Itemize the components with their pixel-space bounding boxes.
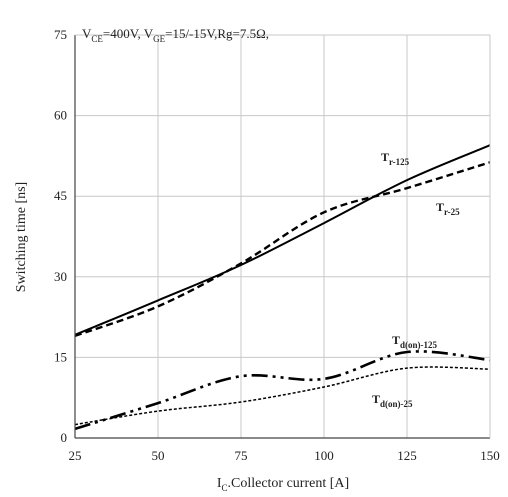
x-tick-label: 25 — [69, 448, 82, 463]
y-tick-label: 30 — [54, 269, 67, 284]
series-label-td-on-125: Td(on)-125 — [392, 333, 438, 350]
x-tick-label: 100 — [314, 448, 334, 463]
series-line-0 — [74, 144, 491, 336]
x-tick-label: 75 — [235, 448, 248, 463]
series-line-3 — [74, 366, 491, 426]
x-tick-label: 150 — [480, 448, 500, 463]
tick-labels: 25 50 75 100 125 150 0 15 30 45 60 75 — [54, 27, 500, 463]
series-label-tr-125: Tr-125 — [381, 150, 410, 167]
plot-frame — [74, 34, 491, 439]
x-tick-label: 50 — [152, 448, 165, 463]
series-lines — [74, 144, 491, 431]
y-tick-label: 75 — [54, 27, 67, 42]
test-conditions-annotation: VCE=400V, VGE=15/-15V,Rg=7.5Ω, — [82, 26, 269, 44]
series-label-td-on-25: Td(on)-25 — [372, 392, 413, 409]
series-label-tr-25: Tr-25 — [436, 200, 460, 217]
series-line-1 — [74, 161, 491, 338]
x-tick-label: 125 — [397, 448, 417, 463]
y-tick-label: 0 — [61, 430, 68, 445]
series-line-2 — [74, 350, 491, 431]
x-axis-title: IC.Collector current [A] — [217, 476, 349, 493]
y-tick-label: 15 — [54, 349, 67, 364]
y-tick-label: 45 — [54, 188, 67, 203]
y-axis-title: Switching time [ns] — [14, 182, 29, 292]
y-tick-label: 60 — [54, 108, 67, 123]
